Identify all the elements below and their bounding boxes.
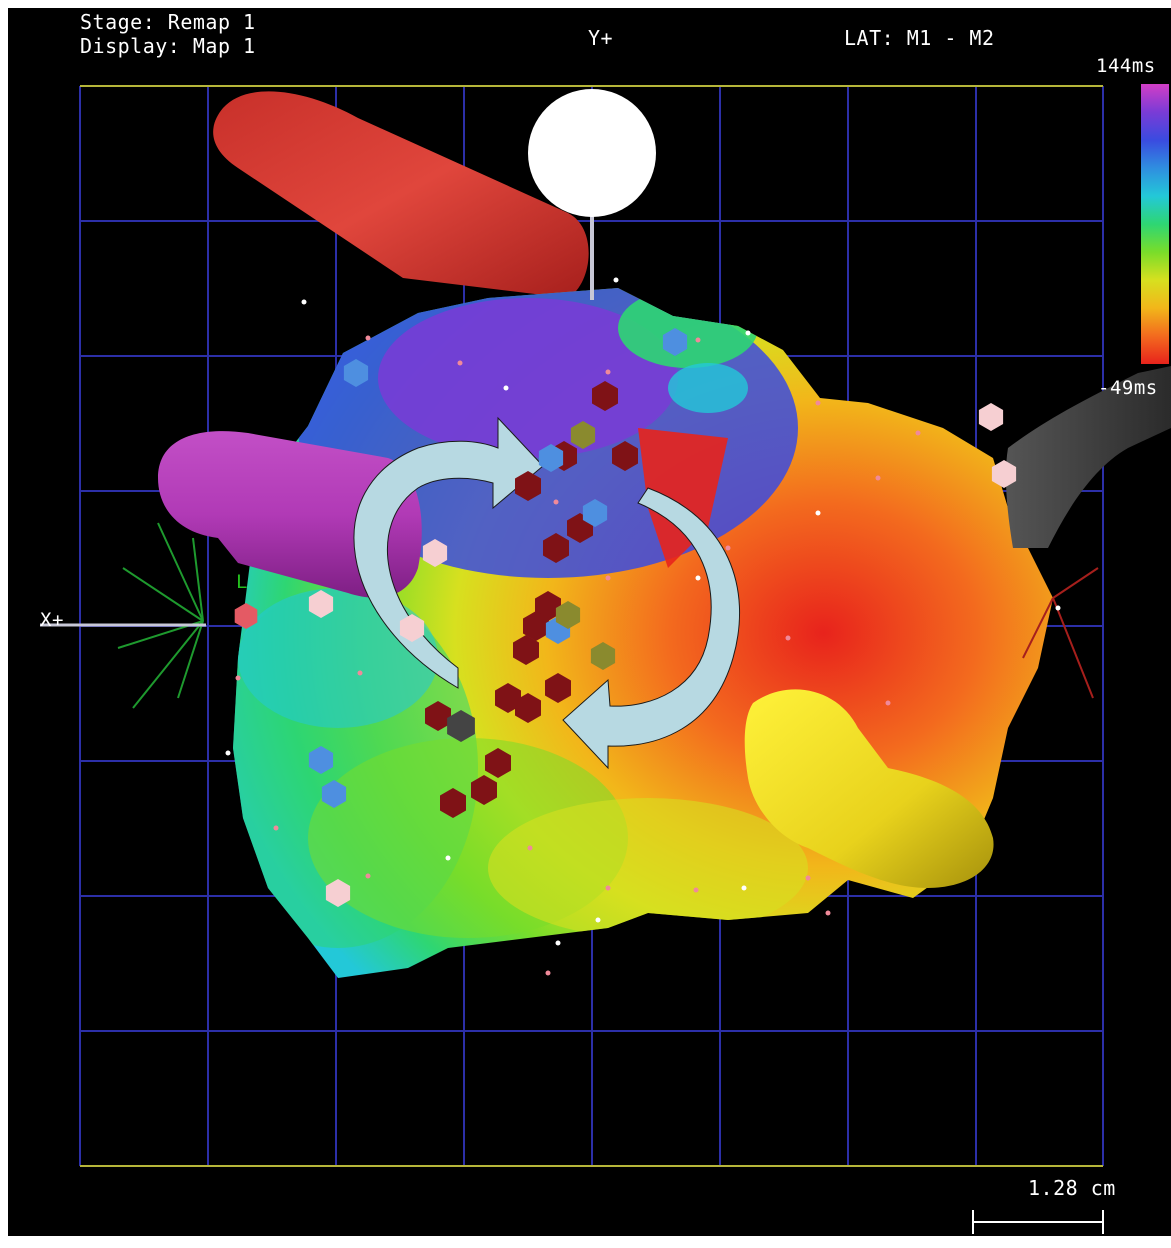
ablation-lesion-marker [485, 748, 511, 778]
mapping-point [725, 545, 731, 551]
lat-label: LAT: M1 - M2 [844, 26, 995, 50]
mapping-point [457, 360, 463, 366]
mapping-point [695, 575, 701, 581]
lower-right-arrow [562, 487, 740, 770]
ablation-lesion-marker [515, 471, 541, 501]
mapping-point [365, 873, 371, 879]
scale-length-label: 1.28 cm [1028, 1176, 1116, 1200]
purple-region [378, 298, 678, 458]
sample-point-blue-marker [321, 780, 347, 808]
sample-point-red-marker [234, 603, 258, 629]
sample-point-blue-marker [582, 499, 608, 527]
sample-point-blue-marker [662, 328, 688, 356]
sample-point-pink-marker [978, 403, 1004, 431]
ablation-lesion-marker [471, 775, 497, 805]
ablation-lesion-marker [513, 635, 539, 665]
gray-marker [447, 710, 475, 742]
y-axis-label: Y+ [588, 26, 614, 50]
orientation-glyph-right [1022, 567, 1099, 699]
red-wedge-region [638, 428, 728, 568]
ablation-lesion-marker [425, 701, 451, 731]
mapping-point [357, 670, 363, 676]
mapping-point [235, 675, 241, 681]
mapping-point [545, 970, 551, 976]
ablation-lesion-marker [515, 693, 541, 723]
mapping-point [693, 887, 699, 893]
l-orientation-label: L [236, 571, 248, 593]
mapping-point [805, 875, 811, 881]
red-vessel [213, 91, 589, 298]
x-axis-label: X+ [40, 609, 64, 631]
sample-point-pink-marker [991, 460, 1017, 488]
color-scale-max-label: 144ms [1096, 55, 1156, 77]
yellow-vessel [744, 689, 994, 888]
stage-label: Stage: Remap 1 [80, 10, 256, 34]
mapping-point [815, 400, 821, 406]
ablation-lesion-marker [545, 673, 571, 703]
mapping-point [885, 700, 891, 706]
ablation-markers [234, 328, 1017, 907]
cyan-top-region [668, 363, 748, 413]
mapping-point [825, 910, 831, 916]
mapping-point [301, 299, 307, 305]
ablation-lesion-marker [495, 683, 521, 713]
ablation-lesion-marker [612, 441, 638, 471]
white-marker-ball [528, 89, 656, 217]
mapping-point [503, 385, 509, 391]
electroanatomic-map-view[interactable] [8, 8, 1171, 1236]
orientation-glyph-left [117, 522, 204, 709]
carto-map-screen: Stage: Remap 1 Display: Map 1 Y+ LAT: M1… [8, 8, 1171, 1236]
mapping-point [915, 430, 921, 436]
mapping-point [745, 330, 751, 336]
mapping-point [273, 825, 279, 831]
mapping-point [605, 885, 611, 891]
mapping-point [785, 635, 791, 641]
mapping-points [225, 277, 1061, 976]
ablation-lesion-marker [523, 611, 549, 641]
mapping-point [815, 510, 821, 516]
distance-scale-bar [972, 1210, 1104, 1234]
mapping-point [605, 369, 611, 375]
mapping-point [695, 337, 701, 343]
sample-point-pink-marker [308, 590, 334, 618]
sample-point-blue-marker [343, 359, 369, 387]
sample-point-olive-marker [570, 421, 596, 449]
cyan-left-region [238, 588, 438, 728]
green-top-region [618, 288, 758, 368]
ablation-lesion-marker [440, 788, 466, 818]
color-scale-bar [1141, 84, 1169, 364]
ablation-lesion-marker [592, 381, 618, 411]
mapping-point [555, 940, 561, 946]
sample-point-pink-marker [325, 879, 351, 907]
display-label: Display: Map 1 [80, 34, 256, 58]
mapping-point [553, 499, 559, 505]
mapping-point [1055, 605, 1061, 611]
grey-vessel [1005, 366, 1171, 548]
color-scale-min-label: -49ms [1098, 377, 1158, 399]
mapping-point [225, 750, 231, 756]
mapping-point [741, 885, 747, 891]
ablation-lesion-marker [543, 533, 569, 563]
ablation-lesion-marker [535, 591, 561, 621]
sample-point-blue-marker [538, 444, 564, 472]
sample-point-blue-marker [308, 746, 334, 774]
yellow-lower-region [488, 798, 808, 938]
mapping-point [605, 575, 611, 581]
mapping-point [445, 855, 451, 861]
sample-point-olive-marker [555, 601, 581, 629]
sample-point-pink-marker [422, 539, 448, 567]
mapping-point [527, 845, 533, 851]
sample-point-pink-marker [399, 614, 425, 642]
mapping-point [613, 277, 619, 283]
mapping-point [875, 475, 881, 481]
mapping-point [595, 917, 601, 923]
sample-point-olive-marker [590, 642, 616, 670]
mapping-point [365, 335, 371, 341]
